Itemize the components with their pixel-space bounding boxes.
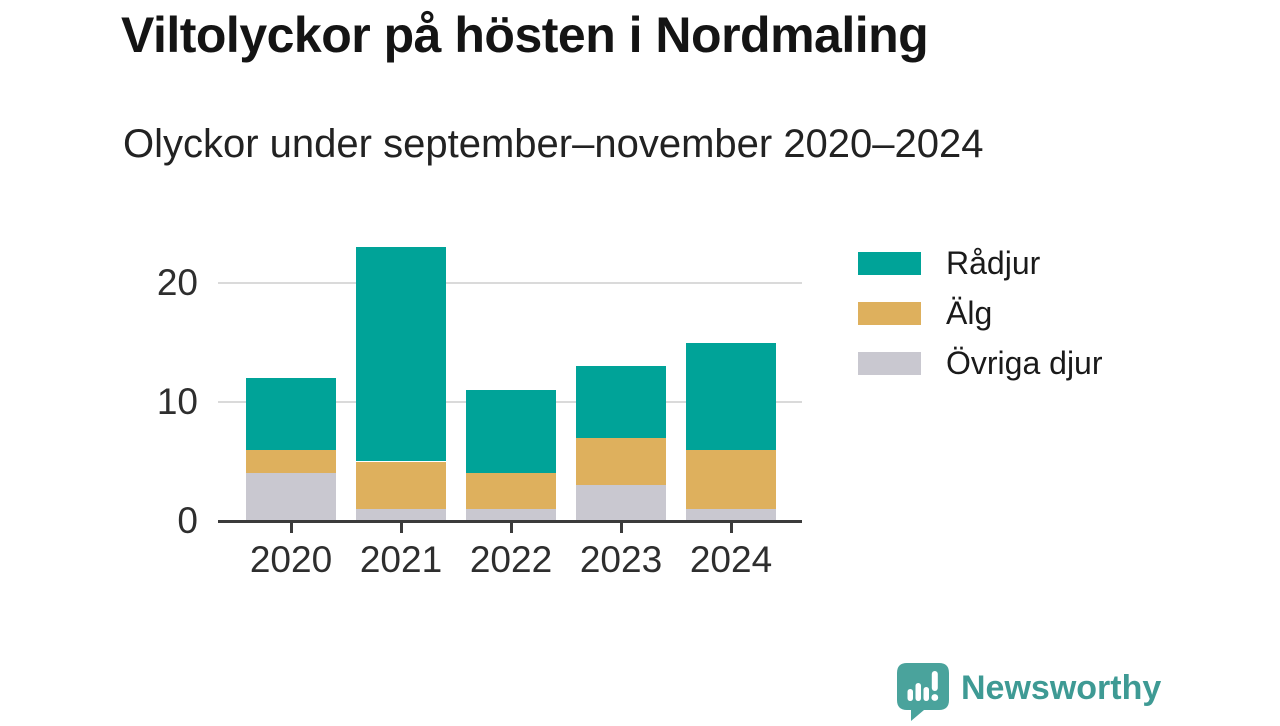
bar-segment-älg-2023 [576,437,666,486]
legend-swatch [858,351,921,375]
legend-label: Övriga djur [946,344,1103,381]
gridline-20 [218,282,802,284]
brand-name: Newsworthy [961,669,1162,707]
legend-swatch [858,251,921,275]
x-axis-tick [289,522,293,533]
chart-subtitle: Olyckor under september–november 2020–20… [123,122,984,166]
legend-item-rådjur: Rådjur [858,238,1103,288]
bar-segment-rådjur-2023 [576,366,666,438]
bar-segment-övriga-djur-2024 [686,509,776,521]
chart-legend: Rådjur Älg Övriga djur [858,238,1103,388]
bar-segment-övriga-djur-2023 [576,485,666,521]
bar-segment-älg-2021 [356,461,446,510]
x-axis-line [218,519,802,523]
y-tick-label: 20 [156,262,198,303]
bar-segment-övriga-djur-2021 [356,509,446,521]
legend-label: Rådjur [946,244,1041,281]
x-tick-label: 2022 [469,539,553,580]
x-tick-label: 2023 [579,539,663,580]
bar-segment-övriga-djur-2020 [246,473,336,521]
newsworthy-logo-icon [897,663,949,726]
x-axis-tick [509,522,513,533]
bar-segment-övriga-djur-2022 [466,509,556,521]
legend-item-älg: Älg [858,288,1103,338]
legend-item-övriga-djur: Övriga djur [858,338,1103,388]
bar-segment-rådjur-2020 [246,378,336,450]
x-tick-label: 2020 [249,539,333,580]
x-axis-tick [399,522,403,533]
brand-footer[interactable]: Newsworthy [897,663,1161,726]
chart-title: Viltolyckor på hösten i Nordmaling [121,7,929,63]
x-tick-label: 2024 [689,539,773,580]
legend-swatch [858,301,921,325]
bar-segment-rådjur-2022 [466,390,556,474]
y-tick-label: 10 [156,381,198,422]
y-tick-label: 0 [177,500,198,541]
legend-label: Älg [946,294,993,331]
bar-segment-älg-2020 [246,449,336,474]
x-axis-tick [729,522,733,533]
bar-segment-rådjur-2021 [356,247,446,462]
bar-segment-älg-2024 [686,449,776,510]
x-tick-label: 2021 [359,539,443,580]
bar-segment-rådjur-2024 [686,342,776,450]
x-axis-tick [619,522,623,533]
bar-segment-älg-2022 [466,473,556,510]
